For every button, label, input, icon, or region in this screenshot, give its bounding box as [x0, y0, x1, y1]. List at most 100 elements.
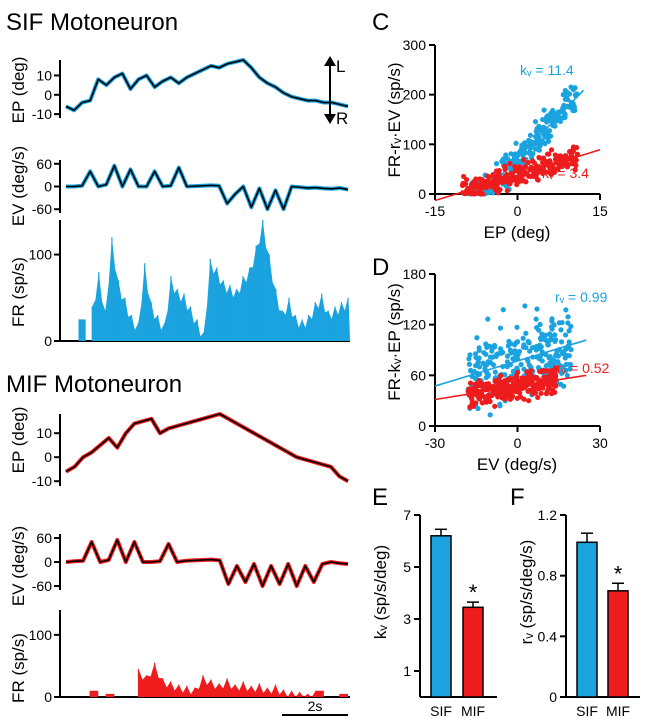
data-point: [485, 372, 491, 378]
data-point: [521, 164, 527, 171]
data-point: [538, 344, 544, 350]
y-tick-label: 120: [403, 317, 427, 333]
panel-c-letter: C: [372, 9, 389, 36]
panel-a-fr-label: FR (sp/s): [9, 257, 28, 327]
y-tick-label: -10: [32, 106, 52, 122]
y-tick-label: 60: [410, 367, 426, 383]
y-tick-label: -60: [32, 578, 52, 594]
data-point: [518, 379, 524, 386]
data-point: [553, 154, 560, 160]
firing-rate-area: [66, 662, 350, 697]
panel-a-ep-label: EP (deg): [9, 57, 28, 124]
x-tick-label: -15: [425, 203, 445, 219]
data-point: [560, 92, 566, 98]
data-point: [464, 190, 470, 196]
data-point: [487, 398, 493, 405]
y-tick-label: 300: [403, 37, 427, 53]
x-tick-label: 15: [592, 203, 608, 219]
data-point: [512, 163, 518, 170]
category-label: SIF: [430, 703, 452, 719]
data-point: [504, 188, 510, 194]
data-point: [486, 189, 492, 195]
data-point: [466, 361, 473, 367]
data-point: [479, 400, 486, 406]
direction-left-label: L: [336, 57, 345, 76]
data-point: [528, 368, 534, 374]
data-point: [486, 392, 492, 398]
y-tick-label: -60: [32, 201, 52, 217]
data-point: [514, 324, 520, 330]
data-point: [520, 335, 526, 341]
data-point: [480, 191, 486, 197]
data-point: [558, 339, 565, 345]
y-tick-label: 100: [29, 627, 53, 643]
y-tick-label: 0: [44, 333, 52, 349]
data-point: [544, 131, 550, 138]
direction-indicator: L R: [324, 56, 348, 128]
data-point: [563, 307, 569, 313]
data-point: [495, 186, 501, 192]
panel-f-letter: F: [510, 484, 525, 511]
data-point: [529, 377, 535, 384]
panel-b-ep-label: EP (deg): [9, 407, 28, 474]
data-point: [513, 376, 520, 383]
y-tick-label: 0: [549, 689, 557, 705]
data-point: [496, 393, 502, 400]
bar: [430, 535, 452, 698]
data-point: [533, 386, 539, 392]
data-point: [567, 366, 573, 372]
y-tick-label: 0: [44, 87, 52, 103]
data-point: [537, 368, 543, 375]
data-point: [493, 161, 500, 167]
data-point: [558, 327, 564, 333]
y-tick-label: 0: [418, 418, 426, 434]
data-point: [467, 352, 473, 358]
data-point: [566, 339, 572, 345]
data-point: [545, 383, 552, 389]
data-point: [562, 114, 568, 120]
data-point: [552, 123, 558, 129]
data-point: [548, 337, 554, 343]
data-point: [472, 387, 478, 393]
data-point: [523, 179, 529, 185]
data-point: [534, 306, 540, 312]
data-point: [542, 337, 548, 343]
data-point: [537, 321, 543, 328]
data-point: [539, 138, 546, 144]
data-point: [563, 346, 569, 352]
direction-right-label: R: [336, 109, 348, 128]
y-tick-label: 100: [403, 136, 427, 152]
panel-d-ylabel: FR-kᵥ·EP (sp/s): [385, 283, 404, 401]
time-scale-label: 2s: [308, 698, 323, 714]
data-point: [528, 372, 534, 379]
eye-trace: [65, 413, 349, 482]
data-point: [564, 96, 571, 103]
data-point: [547, 354, 553, 360]
category-label: SIF: [576, 703, 598, 719]
data-point: [546, 331, 553, 337]
fit-line: [434, 339, 587, 387]
data-point: [526, 398, 532, 404]
data-point: [568, 323, 574, 330]
data-point: [539, 331, 545, 337]
data-point: [467, 380, 474, 386]
panel-b-title: MIF Motoneuron: [6, 371, 182, 398]
panel-b-fr-label: FR (sp/s): [9, 633, 28, 703]
panel-d-xlabel: EV (deg/s): [477, 455, 557, 474]
data-point: [571, 103, 577, 110]
data-point: [531, 160, 537, 166]
data-point: [476, 347, 482, 354]
data-point: [510, 356, 516, 362]
data-point: [553, 337, 559, 343]
eye-trace: [65, 539, 349, 587]
data-point: [490, 172, 496, 178]
x-tick-label: -30: [425, 435, 445, 451]
fit-line: [434, 374, 587, 401]
data-point: [517, 390, 523, 396]
y-tick-label: 5: [403, 559, 411, 575]
unit-trace: [65, 412, 349, 483]
data-point: [485, 316, 491, 322]
data-point: [486, 382, 492, 388]
y-tick-label: 0.8: [538, 568, 558, 584]
data-point: [472, 375, 478, 381]
